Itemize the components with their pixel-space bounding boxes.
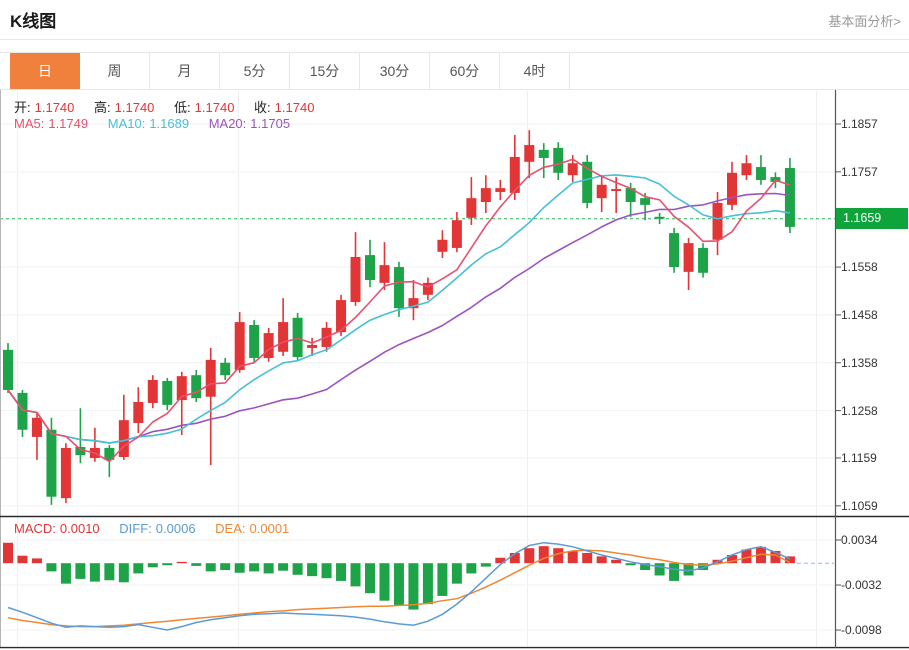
ma10-value: 1.1689 bbox=[149, 116, 190, 131]
price-axis-label: 1.1458 bbox=[841, 307, 878, 322]
tab-15分[interactable]: 15分 bbox=[290, 53, 360, 89]
price-axis-label: 1.1857 bbox=[841, 117, 878, 131]
page-header: K线图 基本面分析> bbox=[0, 0, 909, 40]
ma20-label: MA20: bbox=[208, 116, 247, 131]
page-title: K线图 bbox=[10, 12, 57, 31]
tab-日[interactable]: 日 bbox=[10, 53, 80, 89]
timeframe-tabs: 日周月 5分 15分 30分 60分 4时 bbox=[10, 53, 570, 89]
tab-5分[interactable]: 5分 bbox=[220, 53, 290, 89]
close-label: 收: bbox=[254, 100, 271, 115]
current-price-value: 1.1659 bbox=[843, 211, 882, 225]
tab-周[interactable]: 周 bbox=[80, 53, 150, 89]
macd-legend: MACD: 0.0010 DIFF: 0.0006 DEA: 0.0001 bbox=[14, 521, 293, 536]
macd-axis-label: 0.0034 bbox=[841, 533, 878, 548]
macd-axis-label: -0.0032 bbox=[841, 578, 882, 593]
ma5-value: 1.1749 bbox=[48, 116, 89, 131]
ma-legend: MA5: 1.1749 MA10: 1.1689 MA20: 1.1705 bbox=[14, 116, 294, 131]
price-axis-label: 1.1159 bbox=[841, 450, 877, 465]
tab-30分[interactable]: 30分 bbox=[360, 53, 430, 89]
price-axis-label: 1.1558 bbox=[841, 260, 878, 275]
open-label: 开: bbox=[14, 100, 31, 115]
dea-value: 0.0001 bbox=[249, 521, 290, 536]
price-axis-label: 1.1059 bbox=[841, 498, 878, 513]
tab-月[interactable]: 月 bbox=[150, 53, 220, 89]
tab-4时[interactable]: 4时 bbox=[500, 53, 570, 89]
high-value: 1.1740 bbox=[114, 100, 155, 115]
diff-value: 0.0006 bbox=[155, 521, 196, 536]
price-axis-label: 1.1358 bbox=[841, 355, 878, 370]
price-axis-label: 1.1757 bbox=[841, 164, 878, 179]
high-label: 高: bbox=[94, 100, 111, 115]
macd-value: 0.0010 bbox=[59, 521, 100, 536]
price-axis-label: 1.1258 bbox=[841, 403, 878, 418]
ma20-value: 1.1705 bbox=[250, 116, 291, 131]
current-price-badge: 1.1659 bbox=[836, 208, 908, 229]
ma5-label: MA5: bbox=[14, 116, 45, 131]
macd-label: MACD: bbox=[14, 521, 56, 536]
timeframe-tabbar: 日周月 5分 15分 30分 60分 4时 bbox=[0, 52, 909, 90]
macd-axis-label: -0.0098 bbox=[841, 623, 882, 638]
close-value: 1.1740 bbox=[274, 100, 315, 115]
ohlc-legend: 开: 1.1740 高: 1.1740 低: 1.1740 收: 1.1740 bbox=[14, 97, 318, 116]
open-value: 1.1740 bbox=[34, 100, 75, 115]
diff-label: DIFF: bbox=[119, 521, 152, 536]
dea-label: DEA: bbox=[215, 521, 246, 536]
low-value: 1.1740 bbox=[194, 100, 235, 115]
ma10-label: MA10: bbox=[107, 116, 146, 131]
tab-60分[interactable]: 60分 bbox=[430, 53, 500, 89]
low-label: 低: bbox=[174, 100, 191, 115]
fundamental-analysis-link[interactable]: 基本面分析> bbox=[828, 14, 901, 29]
